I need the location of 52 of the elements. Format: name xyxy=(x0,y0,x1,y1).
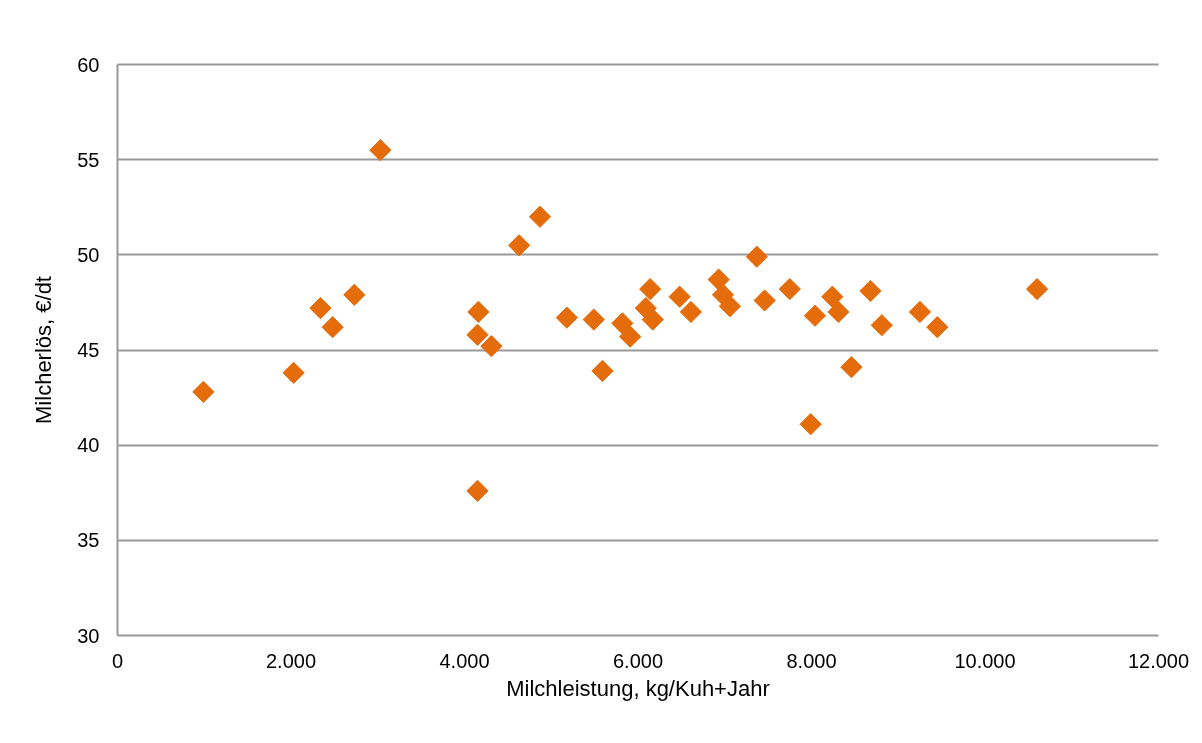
point xyxy=(480,335,503,358)
point xyxy=(803,304,827,327)
y-tick-label: 35 xyxy=(77,529,100,552)
point xyxy=(192,380,215,403)
y-axis-title: Milcherlös, €/dt xyxy=(31,276,57,424)
point xyxy=(467,300,490,324)
point xyxy=(619,325,642,348)
point xyxy=(668,285,691,308)
x-tick-label: 6.000 xyxy=(612,649,664,672)
point xyxy=(508,234,531,257)
x-tick-label: 8.000 xyxy=(786,649,837,672)
point xyxy=(591,359,614,383)
point xyxy=(555,306,578,329)
x-tick-label: 2.000 xyxy=(265,649,317,672)
point xyxy=(528,205,552,228)
y-tick-label: 40 xyxy=(77,434,100,457)
point xyxy=(707,268,730,291)
point xyxy=(870,314,893,337)
point xyxy=(309,297,332,320)
y-tick-label: 60 xyxy=(77,53,100,76)
y-tick-label: 45 xyxy=(77,339,100,361)
point xyxy=(611,312,634,335)
point xyxy=(466,479,489,502)
point xyxy=(343,283,366,306)
point xyxy=(679,300,703,324)
point xyxy=(827,300,850,324)
y-tick-label: 55 xyxy=(77,148,100,171)
point xyxy=(821,285,844,308)
point xyxy=(926,316,949,339)
point xyxy=(582,308,605,331)
point xyxy=(799,413,822,436)
point xyxy=(641,308,664,331)
point xyxy=(778,277,801,301)
y-tick-label: 50 xyxy=(77,243,100,266)
point xyxy=(859,279,882,303)
point xyxy=(466,323,489,346)
point xyxy=(369,139,392,162)
y-tick-label: 30 xyxy=(77,624,100,647)
point xyxy=(321,316,344,339)
x-tick-label: 4.000 xyxy=(439,649,490,672)
point xyxy=(282,361,305,384)
point xyxy=(753,289,776,312)
x-axis-title: Milchleistung, kg/Kuh+Jahr xyxy=(506,675,770,701)
x-tick-label: 10.000 xyxy=(954,649,1016,672)
point xyxy=(718,295,742,318)
point xyxy=(840,356,863,379)
point xyxy=(908,300,932,324)
x-tick-label: 12.000 xyxy=(1127,649,1190,672)
x-tick-label: 0 xyxy=(111,649,124,672)
point xyxy=(1025,277,1049,301)
point xyxy=(639,277,662,301)
point xyxy=(745,245,768,268)
